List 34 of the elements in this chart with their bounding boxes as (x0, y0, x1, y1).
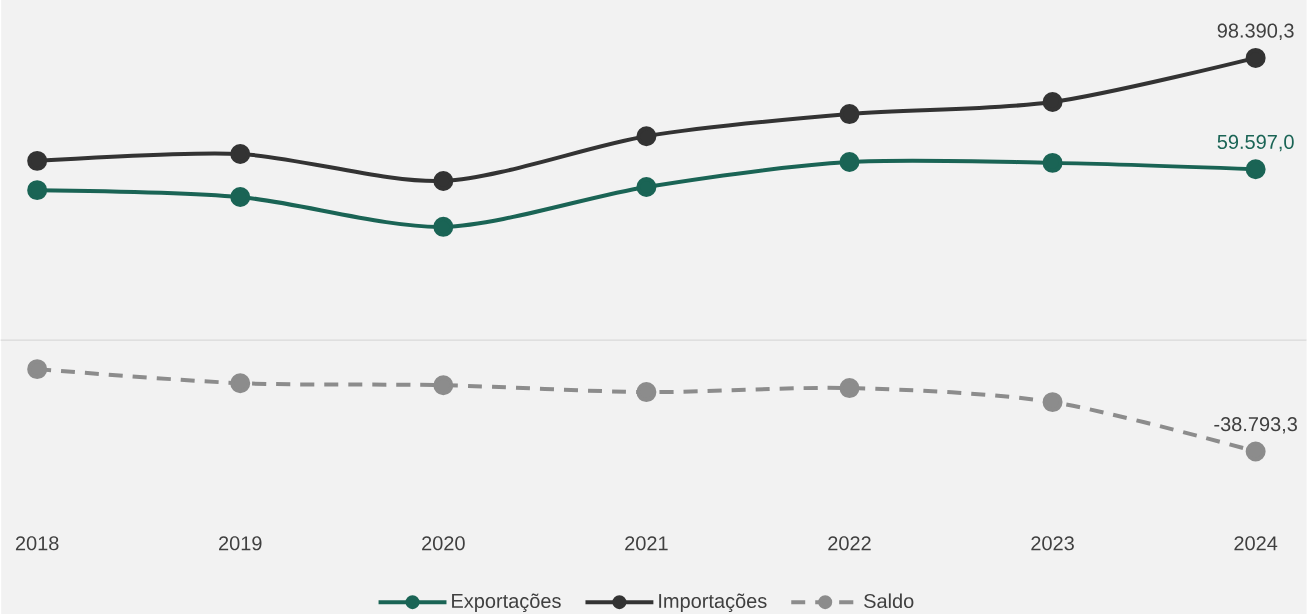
point (636, 177, 657, 198)
point (839, 378, 860, 399)
x-tick-label: 2020 (422, 536, 465, 551)
legend-label: Exportações (452, 593, 561, 613)
data-label: 59.597,0 (1217, 134, 1294, 152)
point (230, 187, 251, 208)
x-tick-label: 2018 (15, 536, 59, 551)
point (1042, 152, 1063, 173)
data-label: -38.793,3 (1214, 417, 1297, 434)
point (636, 382, 657, 403)
data-label: 98.390,3 (1217, 23, 1294, 41)
point (1245, 47, 1266, 68)
point (230, 373, 251, 394)
point (27, 359, 48, 380)
point (433, 216, 454, 237)
legend-label: Saldo (864, 593, 914, 609)
point (230, 144, 251, 165)
legend-label: Importações (659, 593, 767, 613)
x-tick-label: 2023 (1031, 536, 1074, 551)
x-tick-label: 2022 (828, 536, 871, 551)
point (1042, 392, 1063, 413)
point (839, 152, 860, 173)
point (27, 180, 48, 201)
point (27, 150, 48, 171)
point (636, 126, 657, 147)
point (1042, 92, 1063, 113)
point (433, 171, 454, 191)
point (839, 104, 860, 125)
point (1245, 441, 1266, 462)
point (433, 375, 454, 396)
x-tick-label: 2024 (1234, 536, 1278, 551)
x-tick-label: 2019 (219, 536, 262, 551)
point (1245, 159, 1266, 180)
x-tick-label: 2021 (625, 536, 668, 551)
